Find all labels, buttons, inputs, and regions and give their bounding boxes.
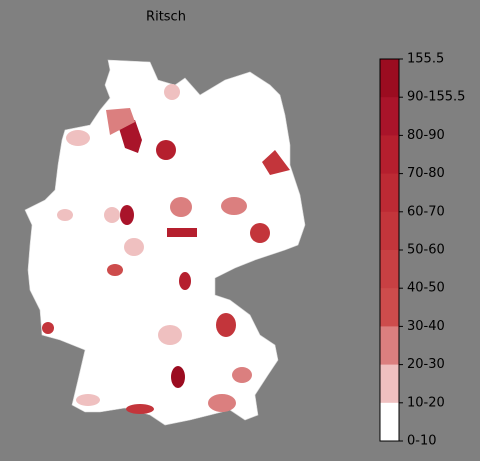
colorbar-segment [380,326,399,366]
region [167,228,197,237]
colorbar-segment [380,173,399,213]
region [232,367,252,383]
colorbar-segment [380,288,399,327]
colorbar-label: 10-20 [407,395,445,410]
region [262,150,290,175]
region [120,205,134,225]
region [208,394,236,412]
region [76,394,100,406]
region [42,322,54,334]
colorbar-segment [380,211,399,251]
colorbar-label: 40-50 [407,281,445,296]
colorbar-label: 20-30 [407,357,445,372]
colorbar-label: 90-155.5 [407,90,465,105]
map-title: Ritsch [146,10,186,25]
region [66,130,90,146]
region [107,264,123,276]
colorbar: 155.5 90-155.5 80-90 70-80 60-70 50-60 40-50 30… [379,52,465,449]
region [104,207,120,223]
region [57,209,73,221]
colorbar-label: 70-80 [407,166,445,181]
region [156,140,176,160]
region [124,238,144,256]
colorbar-segment [380,59,399,98]
region [221,197,247,215]
colorbar-label: 30-40 [407,319,445,334]
germany-map [24,59,306,426]
colorbar-segment [380,402,399,442]
region [164,84,180,100]
region [118,120,142,153]
region [179,272,191,290]
region [106,108,135,135]
colorbar-segment [380,364,399,404]
country-outline [24,59,306,426]
colorbar-label: 50-60 [407,243,445,258]
region [170,197,192,217]
region [250,223,270,243]
colorbar-label: 0-10 [407,434,437,449]
colorbar-label: 80-90 [407,128,445,143]
colorbar-segment [380,135,399,175]
colorbar-label: 155.5 [407,52,444,67]
region [171,366,185,388]
region [126,404,154,414]
region [158,325,182,345]
region [216,313,236,337]
colorbar-segment [380,97,399,136]
colorbar-segment [380,250,399,289]
colorbar-label: 60-70 [407,204,445,219]
